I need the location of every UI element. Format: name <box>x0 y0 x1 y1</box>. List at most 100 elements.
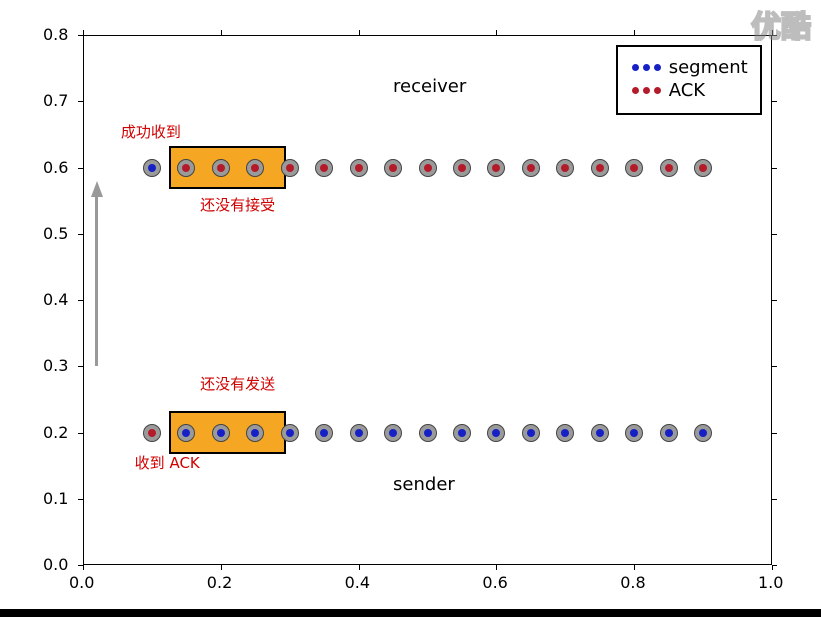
sender-point <box>591 424 609 442</box>
legend-dot-icon <box>654 64 661 71</box>
ytick <box>78 101 83 102</box>
receiver-point <box>522 159 540 177</box>
sender-point-inner <box>630 429 638 437</box>
receiver-point-inner <box>251 164 259 172</box>
receiver-point-inner <box>286 164 294 172</box>
sender-point-inner <box>458 429 466 437</box>
ytick-right <box>772 565 777 566</box>
bottom-bar <box>0 609 821 617</box>
receiver-point <box>487 159 505 177</box>
sender-point <box>384 424 402 442</box>
receiver-point-inner <box>665 164 673 172</box>
ytick-label: 0.1 <box>43 489 68 508</box>
sender-point <box>487 424 505 442</box>
ytick-label: 0.8 <box>43 25 68 44</box>
xtick-label: 1.0 <box>758 573 783 592</box>
ytick <box>78 433 83 434</box>
sender-point-inner <box>561 429 569 437</box>
sender-point <box>453 424 471 442</box>
sender-point-inner <box>699 429 707 437</box>
sender-point-inner <box>527 429 535 437</box>
sender-point <box>419 424 437 442</box>
ytick-label: 0.7 <box>43 91 68 110</box>
receiver-point-inner <box>320 164 328 172</box>
ytick-label: 0.0 <box>43 555 68 574</box>
sender-point <box>556 424 574 442</box>
legend-label: ACK <box>669 80 705 101</box>
ytick <box>78 35 83 36</box>
xtick-label: 0.6 <box>482 573 507 592</box>
legend-label: segment <box>669 57 748 78</box>
receiver-point-inner <box>355 164 363 172</box>
direction-arrow <box>95 195 98 367</box>
sender-point-inner <box>492 429 500 437</box>
sender-point-inner <box>286 429 294 437</box>
sender-point <box>350 424 368 442</box>
ytick <box>78 234 83 235</box>
sender-point <box>694 424 712 442</box>
direction-arrow-head <box>91 181 103 197</box>
ytick-label: 0.3 <box>43 356 68 375</box>
receiver-point-inner <box>699 164 707 172</box>
receiver-point <box>694 159 712 177</box>
receiver-label: receiver <box>393 76 466 97</box>
ytick-right <box>772 168 777 169</box>
ytick <box>78 366 83 367</box>
legend-dot-icon <box>632 87 639 94</box>
xtick <box>634 565 635 570</box>
annotation-not_accepted: 还没有接受 <box>200 194 275 215</box>
sender-point-inner <box>148 429 156 437</box>
ytick <box>78 300 83 301</box>
xtick-top <box>359 30 360 35</box>
sender-point-inner <box>217 429 225 437</box>
receiver-point-inner <box>389 164 397 172</box>
sender-point <box>143 424 161 442</box>
sender-point-inner <box>596 429 604 437</box>
sender-point-inner <box>389 429 397 437</box>
receiver-point-inner <box>182 164 190 172</box>
ytick-right <box>772 433 777 434</box>
legend-dot-icon <box>654 87 661 94</box>
xtick-top <box>496 30 497 35</box>
sender-point-inner <box>182 429 190 437</box>
watermark: 优酷 <box>751 2 811 46</box>
receiver-point-inner <box>527 164 535 172</box>
receiver-point <box>384 159 402 177</box>
legend: segmentACK <box>616 45 762 115</box>
ytick-right <box>772 101 777 102</box>
receiver-point <box>246 159 264 177</box>
receiver-point <box>453 159 471 177</box>
ytick-right <box>772 234 777 235</box>
ytick-right <box>772 366 777 367</box>
sender-point <box>212 424 230 442</box>
receiver-point <box>556 159 574 177</box>
legend-dot-icon <box>643 64 650 71</box>
ytick <box>78 499 83 500</box>
ytick-label: 0.5 <box>43 224 68 243</box>
ytick-label: 0.4 <box>43 290 68 309</box>
xtick <box>221 565 222 570</box>
receiver-point <box>315 159 333 177</box>
legend-row: segment <box>632 57 748 78</box>
sender-point-inner <box>320 429 328 437</box>
sender-point <box>281 424 299 442</box>
receiver-point-inner <box>630 164 638 172</box>
sender-point <box>315 424 333 442</box>
receiver-point-inner <box>424 164 432 172</box>
ytick-right <box>772 499 777 500</box>
annotation-received_ok: 成功收到 <box>121 121 181 142</box>
ytick <box>78 168 83 169</box>
sender-point <box>177 424 195 442</box>
sender-point <box>660 424 678 442</box>
sender-label: sender <box>393 474 455 495</box>
receiver-point <box>350 159 368 177</box>
receiver-point <box>212 159 230 177</box>
receiver-point <box>281 159 299 177</box>
xtick-label: 0.2 <box>207 573 232 592</box>
ytick-label: 0.2 <box>43 423 68 442</box>
receiver-point <box>419 159 437 177</box>
receiver-point-inner <box>458 164 466 172</box>
xtick-top <box>83 30 84 35</box>
sender-point-inner <box>665 429 673 437</box>
sender-point-inner <box>251 429 259 437</box>
